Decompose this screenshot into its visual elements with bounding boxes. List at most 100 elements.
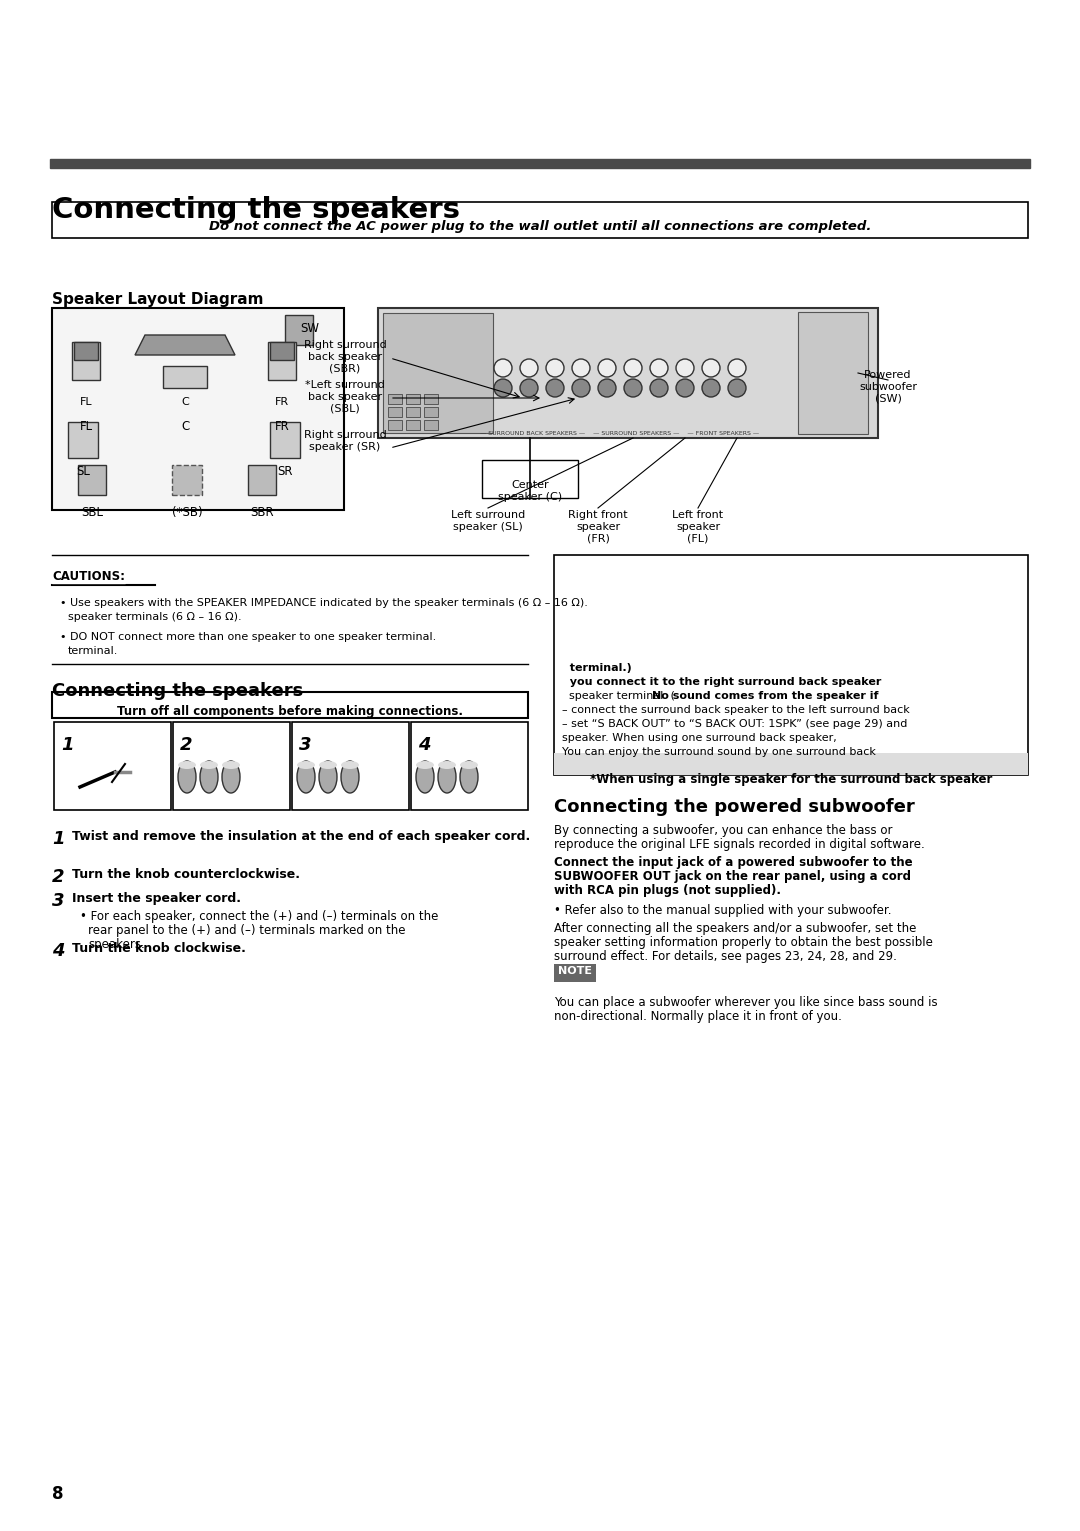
Bar	[554, 965, 596, 981]
Text: SUBWOOFER OUT jack on the rear panel, using a cord: SUBWOOFER OUT jack on the rear panel, us…	[554, 870, 912, 883]
Ellipse shape	[460, 761, 478, 793]
Bar	[163, 366, 207, 387]
Text: – set “S BACK OUT” to “S BACK OUT: 1SPK” (see page 29) and: – set “S BACK OUT” to “S BACK OUT: 1SPK”…	[562, 720, 907, 729]
Text: By connecting a subwoofer, you can enhance the bass or: By connecting a subwoofer, you can enhan…	[554, 824, 892, 837]
Bar	[50, 159, 1030, 168]
Circle shape	[828, 363, 848, 383]
Text: with RCA pin plugs (not supplied).: with RCA pin plugs (not supplied).	[554, 883, 781, 897]
Bar	[424, 407, 438, 416]
Ellipse shape	[460, 761, 478, 769]
Text: 8: 8	[52, 1485, 64, 1503]
Text: 1: 1	[52, 830, 65, 848]
Text: 1: 1	[60, 736, 73, 753]
Circle shape	[546, 380, 564, 397]
Polygon shape	[135, 335, 235, 355]
Bar	[424, 419, 438, 430]
Text: – connect the surround back speaker to the left surround back: – connect the surround back speaker to t…	[562, 704, 909, 715]
Circle shape	[728, 358, 746, 377]
Bar	[52, 692, 528, 718]
Ellipse shape	[222, 761, 240, 793]
Text: Right front
speaker
(FR): Right front speaker (FR)	[568, 510, 627, 544]
Text: Insert the speaker cord.: Insert the speaker cord.	[72, 893, 241, 905]
Text: You can enjoy the surround sound by one surround back: You can enjoy the surround sound by one …	[562, 747, 876, 756]
Ellipse shape	[178, 761, 195, 793]
Circle shape	[494, 380, 512, 397]
Text: Speaker Layout Diagram: Speaker Layout Diagram	[52, 292, 264, 308]
Ellipse shape	[416, 761, 434, 793]
Bar	[406, 407, 420, 416]
Text: Right surround
back speaker
(SBR): Right surround back speaker (SBR)	[303, 340, 387, 374]
Text: C: C	[180, 419, 189, 433]
Bar	[248, 465, 276, 495]
Text: 4: 4	[52, 942, 65, 960]
Bar	[378, 308, 878, 438]
Circle shape	[676, 380, 694, 397]
Text: non-directional. Normally place it in front of you.: non-directional. Normally place it in fr…	[554, 1010, 842, 1023]
Text: 2: 2	[180, 736, 192, 753]
Text: SBL: SBL	[81, 507, 103, 519]
Bar	[173, 723, 291, 810]
Text: Left surround
speaker (SL): Left surround speaker (SL)	[450, 510, 525, 531]
Bar	[554, 556, 1028, 775]
Text: No sound comes from the speaker if: No sound comes from the speaker if	[652, 690, 878, 701]
Text: — SURROUND BACK SPEAKERS —    — SURROUND SPEAKERS —    — FRONT SPEAKERS —: — SURROUND BACK SPEAKERS — — SURROUND SP…	[481, 432, 759, 436]
Text: 3: 3	[52, 893, 65, 909]
Text: CAUTIONS:: CAUTIONS:	[52, 570, 125, 583]
Circle shape	[702, 380, 720, 397]
Text: speaker terminal. (: speaker terminal. (	[562, 690, 675, 701]
Bar	[172, 465, 202, 495]
Circle shape	[598, 380, 616, 397]
Ellipse shape	[178, 761, 195, 769]
Bar	[72, 341, 100, 380]
Bar	[285, 315, 313, 344]
Bar	[52, 202, 1028, 237]
Ellipse shape	[319, 761, 337, 793]
Text: Turn the knob counterclockwise.: Turn the knob counterclockwise.	[72, 868, 300, 880]
Text: • Use speakers with the SPEAKER IMPEDANCE indicated by the speaker terminals (6 : • Use speakers with the SPEAKER IMPEDANC…	[60, 599, 588, 608]
Bar	[388, 407, 402, 416]
Text: Turn the knob clockwise.: Turn the knob clockwise.	[72, 942, 246, 955]
Bar	[388, 393, 402, 404]
Circle shape	[519, 358, 538, 377]
Bar	[78, 465, 106, 495]
Bar	[554, 753, 1028, 775]
Text: Connecting the speakers: Connecting the speakers	[52, 196, 460, 224]
Bar	[54, 723, 171, 810]
Text: • Refer also to the manual supplied with your subwoofer.: • Refer also to the manual supplied with…	[554, 903, 891, 917]
Text: Twist and remove the insulation at the end of each speaker cord.: Twist and remove the insulation at the e…	[72, 830, 530, 844]
Text: Do not connect the AC power plug to the wall outlet until all connections are co: Do not connect the AC power plug to the …	[208, 220, 872, 233]
Ellipse shape	[438, 761, 456, 769]
Ellipse shape	[319, 761, 337, 769]
Text: 3: 3	[299, 736, 311, 753]
Bar	[268, 341, 296, 380]
Ellipse shape	[416, 761, 434, 769]
Text: Connecting the powered subwoofer: Connecting the powered subwoofer	[554, 798, 915, 816]
Ellipse shape	[297, 761, 315, 769]
Bar	[406, 419, 420, 430]
Bar	[411, 723, 528, 810]
Text: Center
speaker (C): Center speaker (C)	[498, 481, 562, 502]
Bar	[68, 423, 98, 458]
Bar	[482, 459, 578, 498]
Ellipse shape	[200, 761, 218, 793]
Circle shape	[572, 358, 590, 377]
Text: you connect it to the right surround back speaker: you connect it to the right surround bac…	[562, 677, 881, 687]
Text: C: C	[181, 397, 189, 407]
Circle shape	[572, 380, 590, 397]
Text: FR: FR	[275, 397, 289, 407]
Text: rear panel to the (+) and (–) terminals marked on the: rear panel to the (+) and (–) terminals …	[87, 925, 405, 937]
Text: Powered
subwoofer
(SW): Powered subwoofer (SW)	[859, 371, 917, 403]
Bar	[75, 341, 98, 360]
Text: Left front
speaker
(FL): Left front speaker (FL)	[673, 510, 724, 544]
Text: NOTE: NOTE	[558, 966, 592, 975]
Text: terminal.): terminal.)	[562, 663, 632, 674]
Text: terminal.: terminal.	[68, 646, 119, 655]
Ellipse shape	[341, 761, 359, 769]
Circle shape	[650, 380, 669, 397]
Text: 4: 4	[418, 736, 431, 753]
Text: speaker setting information properly to obtain the best possible: speaker setting information properly to …	[554, 935, 933, 949]
Text: Connect the input jack of a powered subwoofer to the: Connect the input jack of a powered subw…	[554, 856, 913, 870]
Ellipse shape	[222, 761, 240, 769]
Bar	[292, 723, 409, 810]
Text: speaker terminals (6 Ω – 16 Ω).: speaker terminals (6 Ω – 16 Ω).	[68, 612, 242, 622]
